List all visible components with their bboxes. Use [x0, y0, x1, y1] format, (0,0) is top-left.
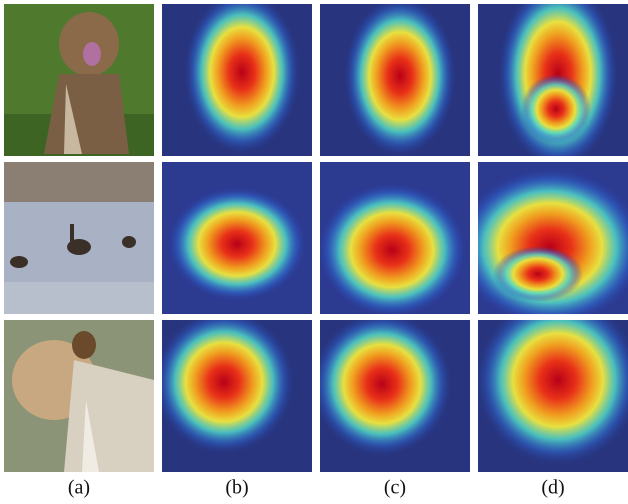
- photo-geese: [4, 162, 154, 314]
- column-label: (d): [541, 477, 564, 499]
- heatmap: [162, 4, 312, 156]
- heatmap: [162, 320, 312, 472]
- photo-lion: [4, 320, 154, 472]
- column-label: (a): [68, 477, 90, 499]
- photo-dog: [4, 4, 154, 156]
- column-label: (b): [225, 477, 248, 499]
- heatmap: [320, 320, 470, 472]
- heatmap: [320, 162, 470, 314]
- heatmap: [320, 4, 470, 156]
- heatmap: [478, 320, 628, 472]
- column-label: (c): [384, 477, 406, 499]
- heatmap: [478, 4, 628, 156]
- heatmap: [162, 162, 312, 314]
- heatmap: [478, 162, 628, 314]
